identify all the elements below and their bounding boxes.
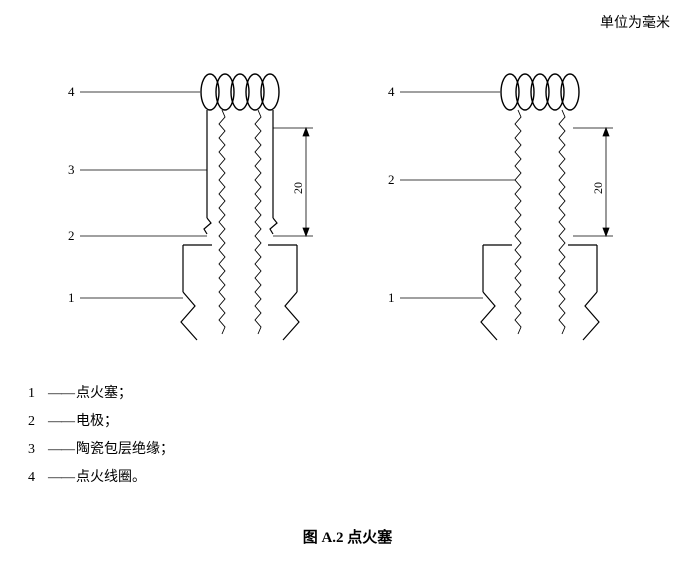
legend-dash: —— [48,464,74,492]
coil-right [501,74,579,110]
figure-caption: 图 A.2 点火塞 [0,526,695,547]
callout-r1: 1 [388,290,395,305]
electrodes-left [219,110,261,334]
callout-1: 1 [68,290,75,305]
legend-item: 2 —— 电极； [28,408,174,436]
legend-num: 3 [28,436,46,464]
legend-text: 陶瓷包层绝缘； [76,436,174,464]
callout-3: 3 [68,162,75,177]
legend-num: 4 [28,464,46,492]
right-figure: 20 4 2 1 [388,74,613,340]
callout-2: 2 [68,228,75,243]
callout-4: 4 [68,84,75,99]
electrodes-right [515,110,565,334]
dimension-right: 20 [573,128,613,236]
legend-num: 2 [28,408,46,436]
callout-r4: 4 [388,84,395,99]
plug-body-right [481,245,599,340]
legend-item: 4 —— 点火线圈。 [28,464,174,492]
legend-dash: —— [48,408,74,436]
legend-num: 1 [28,380,46,408]
legend-item: 3 —— 陶瓷包层绝缘； [28,436,174,464]
dim-left-text: 20 [291,182,305,194]
ceramic-insulator [204,110,277,234]
legend: 1 —— 点火塞； 2 —— 电极； 3 —— 陶瓷包层绝缘； 4 —— 点火线… [28,380,174,492]
legend-item: 1 —— 点火塞； [28,380,174,408]
dim-right-text: 20 [591,182,605,194]
callout-r2: 2 [388,172,395,187]
legend-text: 点火塞； [76,380,132,408]
plug-body-left [181,245,299,340]
diagram: 20 4 3 2 1 [0,40,695,360]
legend-text: 点火线圈。 [76,464,146,492]
dimension-left: 20 [273,128,313,236]
callouts-right: 4 2 1 [388,84,515,305]
legend-dash: —— [48,436,74,464]
legend-dash: —— [48,380,74,408]
unit-label: 单位为毫米 [600,12,670,32]
coil-left [201,74,279,110]
legend-text: 电极； [76,408,118,436]
left-figure: 20 4 3 2 1 [68,74,313,340]
callouts-left: 4 3 2 1 [68,84,207,305]
